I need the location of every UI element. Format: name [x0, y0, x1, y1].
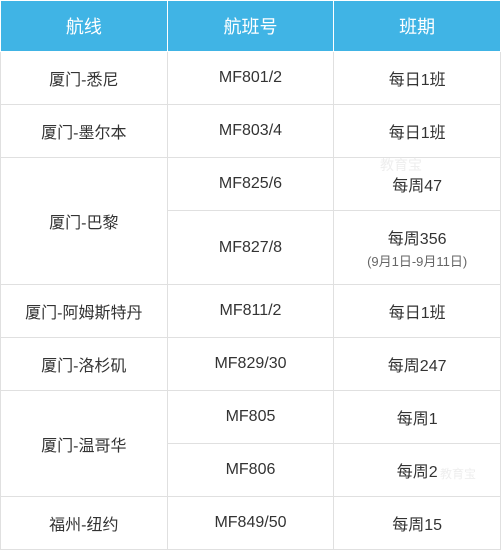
route-cell: 福州-纽约 [1, 497, 168, 550]
schedule-cell: 每周356 (9月1日-9月11日) [334, 211, 501, 285]
flight-schedule-table: 航线航班号班期厦门-悉尼MF801/2每日1班厦门-墨尔本MF803/4每日1班… [0, 0, 501, 550]
schedule-cell: 每周2 [334, 444, 501, 497]
flight-no-cell: MF805 [167, 391, 334, 444]
table-row: 厦门-阿姆斯特丹MF811/2每日1班 [1, 285, 501, 338]
route-cell: 厦门-悉尼 [1, 52, 168, 105]
flight-no-cell: MF825/6 [167, 158, 334, 211]
table-row: 厦门-墨尔本MF803/4每日1班 [1, 105, 501, 158]
table-row: 厦门-悉尼MF801/2每日1班 [1, 52, 501, 105]
flight-no-cell: MF827/8 [167, 211, 334, 285]
flight-no-cell: MF803/4 [167, 105, 334, 158]
flight-no-cell: MF801/2 [167, 52, 334, 105]
route-cell: 厦门-温哥华 [1, 391, 168, 497]
schedule-cell: 每日1班 [334, 105, 501, 158]
route-cell: 厦门-洛杉矶 [1, 338, 168, 391]
header-flight-no: 航班号 [167, 1, 334, 52]
header-schedule: 班期 [334, 1, 501, 52]
route-cell: 厦门-墨尔本 [1, 105, 168, 158]
schedule-cell: 每周15 [334, 497, 501, 550]
schedule-cell: 每周47 [334, 158, 501, 211]
flight-no-cell: MF849/50 [167, 497, 334, 550]
route-cell: 厦门-阿姆斯特丹 [1, 285, 168, 338]
flight-no-cell: MF806 [167, 444, 334, 497]
table-row: 厦门-洛杉矶MF829/30每周247 [1, 338, 501, 391]
schedule-note: (9月1日-9月11日) [338, 251, 496, 270]
route-cell: 厦门-巴黎 [1, 158, 168, 285]
table-row: 厦门-温哥华MF805每周1 [1, 391, 501, 444]
schedule-cell: 每日1班 [334, 285, 501, 338]
schedule-cell: 每周1 [334, 391, 501, 444]
table-row: 厦门-巴黎MF825/6每周47 [1, 158, 501, 211]
table-row: 福州-纽约MF849/50每周15 [1, 497, 501, 550]
flight-no-cell: MF811/2 [167, 285, 334, 338]
header-route: 航线 [1, 1, 168, 52]
schedule-cell: 每周247 [334, 338, 501, 391]
flight-no-cell: MF829/30 [167, 338, 334, 391]
schedule-cell: 每日1班 [334, 52, 501, 105]
schedule-text: 每周356 [338, 225, 496, 249]
